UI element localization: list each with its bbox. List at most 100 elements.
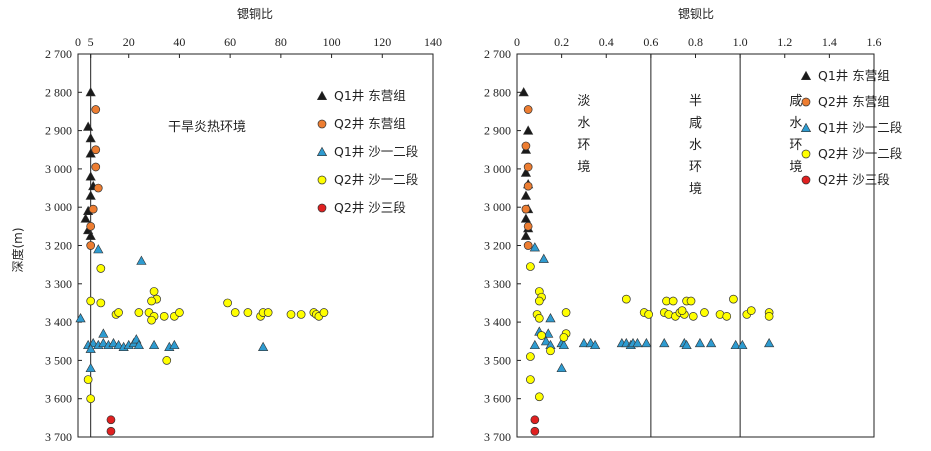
chart-sr-ba-data-point <box>644 310 653 319</box>
chart-sr-ba-data-point <box>523 222 533 231</box>
chart-sr-cu-data-point <box>175 308 184 317</box>
chart-sr-ba-data-point <box>729 294 738 304</box>
chart-sr-ba-y-tick-label: 3 700 <box>484 430 511 444</box>
chart-sr-ba-points <box>518 87 775 436</box>
chart-sr-ba-data-point <box>543 328 554 338</box>
chart-sr-cu-data-point <box>91 162 101 172</box>
chart-sr-cu-y-tick-label: 3 300 <box>45 277 72 291</box>
chart-sr-ba-legend-marker <box>801 175 811 185</box>
chart-sr-ba-data-point <box>540 336 552 346</box>
chart-sr-cu-data-point <box>96 264 106 273</box>
chart-sr-cu-legend-label: Q1井 沙一二段 <box>334 144 418 159</box>
chart-sr-ba-y-tick-label: 3 500 <box>484 353 511 367</box>
chart-sr-ba-data-point <box>681 339 692 350</box>
chart-sr-cu-legend-label: Q1井 东营组 <box>334 88 406 103</box>
chart-sr-ba-zone-label: 半咸水环境 <box>689 94 702 197</box>
chart-sr-cu-x-ticks: 0 5 20 40 60 80 100 120 140 <box>75 35 442 58</box>
chart-sr-cu-data-point <box>85 87 96 97</box>
chart-sr-cu-data-point <box>133 339 144 350</box>
chart-sr-cu-data-point <box>83 375 93 384</box>
chart-sr-ba-data-point <box>546 346 555 356</box>
chart-sr-cu-data-point <box>85 343 96 353</box>
chart-sr-ba-data-point <box>545 313 556 323</box>
chart-sr-ba-legend-marker <box>801 149 811 159</box>
chart-sr-cu-data-point <box>319 308 329 317</box>
chart-sr-ba-data-point <box>529 242 540 252</box>
chart-sr-cu-x-tick-label: 5 <box>88 35 94 49</box>
chart-sr-cu-x-tick-label: 40 <box>173 35 185 49</box>
chart-sr-ba-data-point <box>523 181 533 191</box>
chart-sr-ba-data-point <box>632 337 643 348</box>
chart-sr-cu-data-point <box>149 287 159 296</box>
chart-sr-ba-data-point <box>534 296 544 306</box>
chart-sr-ba-data-point <box>520 190 532 200</box>
chart-sr-cu-data-point <box>108 337 119 348</box>
chart-sr-ba-x-tick-label: 0.6 <box>643 35 658 49</box>
chart-sr-ba-data-point <box>526 262 535 271</box>
chart-sr-cu-data-point <box>91 145 101 155</box>
chart-sr-ba-data-point <box>677 306 687 315</box>
chart-sr-ba-data-point <box>520 213 532 223</box>
chart-sr-ba-data-point <box>520 167 532 177</box>
chart-sr-cu-legend-label: Q2井 沙一二段 <box>334 172 418 187</box>
chart-sr-cu-data-point <box>96 298 106 308</box>
chart-sr-ba-legend-marker <box>800 122 812 132</box>
chart-sr-ba-data-point <box>526 375 535 384</box>
chart-sr-cu-data-point <box>85 171 96 181</box>
chart-sr-cu-legend-label: Q2井 沙三段 <box>334 200 406 215</box>
chart-sr-ba-data-point <box>523 241 533 250</box>
chart-sr-ba-data-point <box>668 296 678 306</box>
chart-sr-cu-data-point <box>106 415 116 425</box>
chart-sr-cu-data-point <box>86 241 96 250</box>
chart-sr-cu-legend: Q1井 东营组 Q2井 东营组 Q1井 沙一二段 Q2井 沙一二段 Q2井 沙三段 <box>316 88 418 215</box>
chart-sr-ba-y-tick-label: 2 800 <box>484 85 511 99</box>
chart-sr-cu-data-point <box>263 308 273 317</box>
chart-sr-ba-y-tick-label: 3 200 <box>484 239 511 253</box>
chart-sr-cu-data-point <box>85 148 96 158</box>
chart-sr-ba: 锶钡比 0 0.2 0.4 0.6 0.8 1.0 1.2 1.4 1.6 2 700 2 800… <box>484 7 902 444</box>
chart-sr-cu-data-point <box>257 341 269 351</box>
chart-sr-ba-x-tick-label: 0 <box>514 35 520 49</box>
chart-sr-cu-legend-marker <box>317 203 327 213</box>
chart-sr-cu-x-tick-label: 80 <box>275 35 287 49</box>
chart-sr-cu-data-point <box>88 204 98 214</box>
chart-sr-cu-data-point <box>75 313 86 323</box>
chart-sr-ba-data-point <box>686 296 696 306</box>
chart-sr-cu-data-point <box>159 312 169 321</box>
chart-sr-ba-y-ticks: 2 700 2 800 2 900 3 000 3 000 3 200 3 300 3 400… <box>484 47 521 444</box>
chart-sr-cu-x-tick-label: 0 <box>75 35 81 49</box>
chart-sr-ba-x-tick-label: 0.8 <box>688 35 703 49</box>
chart-sr-cu-x-tick-label: 100 <box>323 35 341 49</box>
chart-sr-ba-data-point <box>534 313 544 323</box>
chart-sr-cu-legend-marker <box>316 90 328 100</box>
chart-sr-ba-plot-frame <box>516 53 875 438</box>
chart-sr-ba-data-point <box>523 162 533 172</box>
chart-sr-cu-x-tick-label: 60 <box>224 35 236 49</box>
chart-sr-ba-legend-label: Q2井 沙一二段 <box>818 146 902 161</box>
chart-sr-cu-legend-marker <box>317 119 327 129</box>
chart-sr-ba-data-point <box>529 339 540 350</box>
chart-sr-cu-data-point <box>148 339 160 350</box>
chart-sr-cu-y-tick-label: 2 800 <box>45 85 72 99</box>
chart-sr-ba-y-tick-label: 3 600 <box>484 392 511 406</box>
chart-sr-ba-y-tick-label: 2 700 <box>484 47 511 61</box>
chart-sr-cu-data-point <box>162 356 172 365</box>
chart-sr-cu-y-tick-label: 3 200 <box>45 239 72 253</box>
chart-sr-ba-legend-marker <box>800 70 812 80</box>
chart-sr-cu-data-point <box>93 244 104 254</box>
chart-sr-cu-y-tick-label: 3 500 <box>45 353 72 367</box>
chart-sr-cu-x-tick-label: 20 <box>123 35 135 49</box>
chart-sr-cu-y-tick-label: 3 000 <box>45 200 72 214</box>
y-axis-label: 深度(m) <box>10 227 25 272</box>
chart-sr-ba-data-point <box>621 294 631 304</box>
chart-sr-cu-data-point <box>136 255 147 265</box>
chart-sr-ba-reference-lines <box>650 54 741 437</box>
chart-sr-ba-legend-label: Q2井 沙三段 <box>818 172 890 187</box>
chart-sr-cu-data-point <box>85 190 96 200</box>
chart-sr-cu-y-tick-label: 3 000 <box>45 162 72 176</box>
chart-sr-ba-data-point <box>526 352 535 361</box>
chart-sr-ba-legend-marker <box>801 97 811 107</box>
chart-sr-ba-x-tick-label: 1.6 <box>867 35 882 49</box>
chart-sr-ba-y-tick-label: 3 300 <box>484 277 511 291</box>
